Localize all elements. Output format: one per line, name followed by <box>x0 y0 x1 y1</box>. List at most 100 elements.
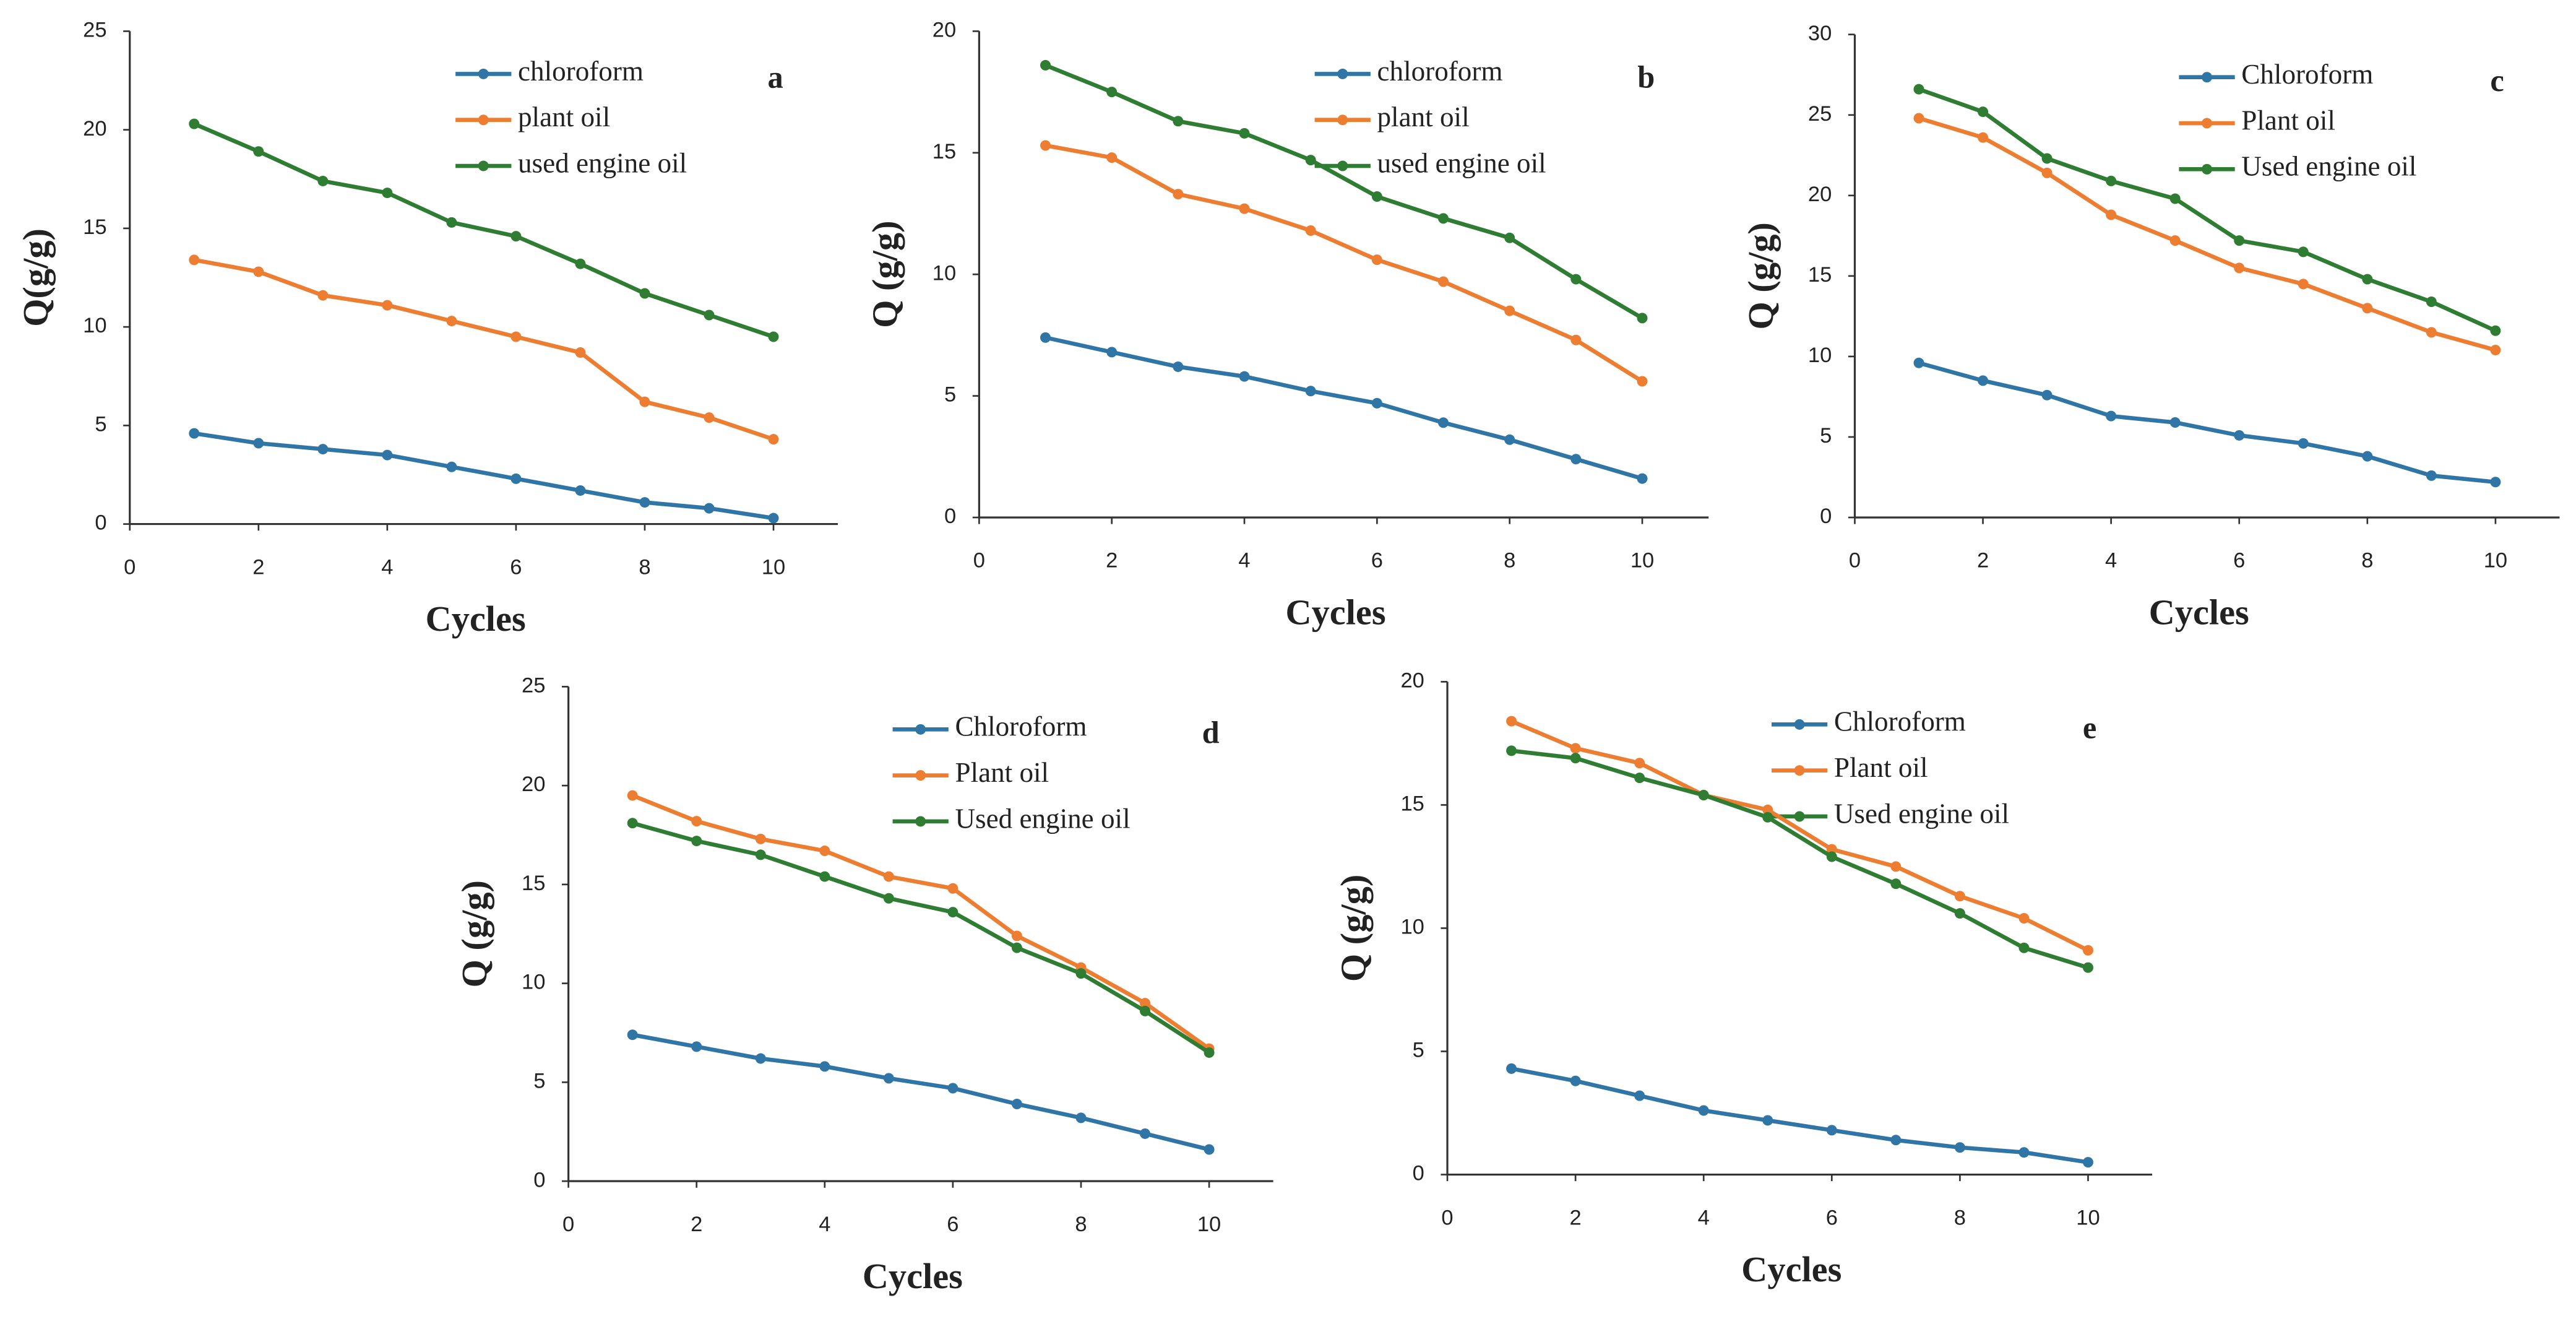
data-point <box>1637 376 1648 387</box>
legend-label: used engine oil <box>518 147 687 178</box>
y-tick-label: 10 <box>1808 344 1832 367</box>
data-point <box>1040 59 1051 71</box>
data-point <box>189 428 200 439</box>
legend-label: chloroform <box>1377 56 1503 87</box>
data-point <box>768 434 779 445</box>
data-point <box>2082 962 2093 973</box>
y-tick-label: 5 <box>1413 1039 1424 1062</box>
series-line <box>194 431 774 521</box>
y-axis-label: Q (g/g) <box>1333 875 1373 982</box>
data-point <box>382 300 393 311</box>
data-point <box>189 254 200 266</box>
data-point <box>1239 128 1250 139</box>
data-point <box>627 790 638 801</box>
x-tick-label: 8 <box>1504 549 1515 573</box>
data-point <box>1173 361 1184 372</box>
data-point <box>2426 470 2437 481</box>
data-point <box>2298 279 2309 290</box>
data-point <box>382 449 393 461</box>
y-tick-label: 15 <box>1400 792 1424 816</box>
y-axis-label: Q (g/g) <box>1741 222 1781 329</box>
x-tick-label: 8 <box>2361 549 2373 573</box>
data-point <box>2106 209 2117 220</box>
data-point <box>1570 334 1582 345</box>
data-point <box>1506 1063 1517 1074</box>
data-point <box>1106 87 1118 98</box>
data-point <box>691 836 702 847</box>
data-point <box>2106 410 2117 422</box>
x-tick-label: 4 <box>819 1213 830 1236</box>
data-point <box>1504 305 1515 316</box>
data-point <box>1826 1125 1837 1136</box>
data-point <box>2298 438 2309 449</box>
y-tick-label: 5 <box>95 412 106 436</box>
x-tick-label: 6 <box>1371 549 1383 573</box>
y-tick-label: 10 <box>83 314 106 337</box>
x-axis-label: Cycles <box>1285 592 1385 633</box>
data-point <box>2041 389 2053 400</box>
y-tick-label: 20 <box>83 117 106 141</box>
y-tick-label: 15 <box>83 215 106 239</box>
data-point <box>2106 175 2117 186</box>
series-line <box>1918 87 2497 333</box>
y-tick-label: 5 <box>1820 424 1832 448</box>
data-point <box>510 331 522 342</box>
data-point <box>819 1061 830 1072</box>
data-point <box>1634 758 1645 769</box>
data-point <box>1075 968 1087 979</box>
data-point <box>1075 1112 1087 1123</box>
x-axis-label: Cycles <box>2149 592 2249 633</box>
series-line <box>1045 143 1643 383</box>
x-tick-label: 10 <box>762 555 785 579</box>
x-axis-label: Cycles <box>863 1256 963 1296</box>
chart-panel: 0 5 10 15 20 25 30 0 2 4 6 8 10 Cycles Q (g/g) c Chlorof… <box>1741 22 2560 633</box>
y-tick-label: 25 <box>83 19 106 42</box>
data-point <box>639 396 650 407</box>
data-point <box>1762 804 1773 815</box>
y-axis-label: Q (g/g) <box>454 880 494 987</box>
legend-marker <box>1337 160 1348 171</box>
x-tick-label: 6 <box>1826 1206 1838 1229</box>
data-point <box>1570 743 1581 754</box>
data-point <box>768 331 779 342</box>
data-point <box>704 310 715 321</box>
data-point <box>2041 167 2053 178</box>
data-point <box>1011 930 1022 942</box>
panel-letter: d <box>1202 716 1220 750</box>
legend-marker <box>478 115 489 126</box>
x-tick-label: 0 <box>973 549 985 573</box>
y-tick-label: 0 <box>1413 1162 1424 1185</box>
legend-label: Used engine oil <box>2241 151 2416 182</box>
data-point <box>446 461 457 472</box>
data-point <box>2426 327 2437 338</box>
data-point <box>1506 716 1517 727</box>
y-tick-label: 15 <box>522 872 545 895</box>
data-point <box>1978 132 1989 143</box>
x-tick-label: 2 <box>1977 549 1989 573</box>
series-line <box>632 821 1210 1055</box>
data-point <box>2298 246 2309 258</box>
data-point <box>1140 1005 1151 1016</box>
data-point <box>1762 812 1773 823</box>
data-point <box>317 444 329 455</box>
data-point <box>1173 116 1184 127</box>
y-tick-label: 20 <box>522 773 545 796</box>
data-point <box>704 503 715 514</box>
data-point <box>627 818 638 829</box>
data-point <box>2426 296 2437 307</box>
data-point <box>1140 998 1151 1009</box>
series-line <box>1510 1067 2088 1164</box>
legend-label: Used engine oil <box>955 803 1130 834</box>
x-axis-label: Cycles <box>426 599 526 639</box>
x-tick-label: 10 <box>1630 549 1654 573</box>
chart-panel: 0 5 10 15 20 25 0 2 4 6 8 10 Cycles Q(g/g) a chloroform… <box>15 19 838 639</box>
data-point <box>575 347 586 358</box>
data-point <box>1570 274 1582 285</box>
data-point <box>1305 386 1316 397</box>
x-tick-label: 6 <box>947 1213 958 1236</box>
x-tick-label: 4 <box>1698 1206 1710 1229</box>
data-point <box>2490 477 2501 488</box>
y-tick-label: 0 <box>944 504 956 528</box>
